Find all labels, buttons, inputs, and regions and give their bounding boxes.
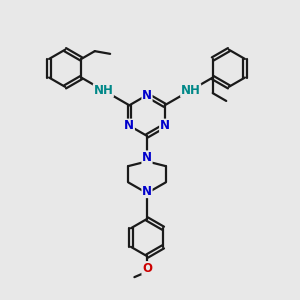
Text: N: N — [142, 184, 152, 197]
Text: NH: NH — [181, 84, 201, 97]
Text: N: N — [142, 88, 152, 102]
Text: N: N — [142, 151, 152, 164]
Text: O: O — [142, 262, 152, 275]
Text: NH: NH — [93, 84, 113, 97]
Text: N: N — [124, 119, 134, 132]
Text: N: N — [160, 119, 170, 132]
